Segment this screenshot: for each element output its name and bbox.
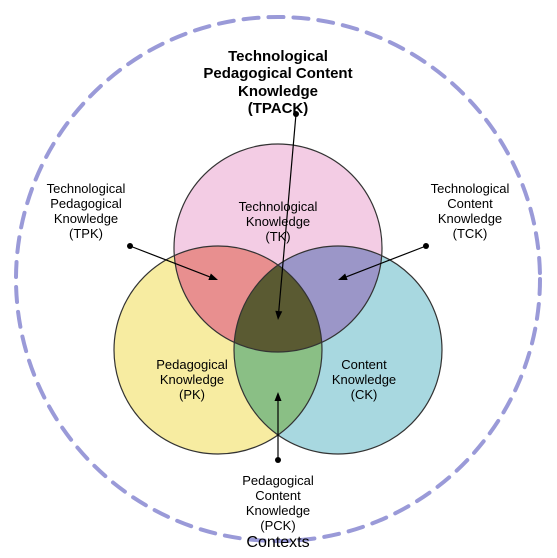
label-tck: TechnologicalContentKnowledge(TCK) [370,182,557,242]
label-pck: PedagogicalContentKnowledge(PCK) [178,474,378,534]
tpack-title: TechnologicalPedagogical ContentKnowledg… [178,48,378,117]
label-pk: PedagogicalKnowledge(PK) [92,358,292,403]
label-contexts: Contexts [178,534,378,552]
label-ck: ContentKnowledge(CK) [264,358,464,403]
label-tpk: TechnologicalPedagogicalKnowledge(TPK) [0,182,186,242]
diagram-container: TechnologicalPedagogical ContentKnowledg… [0,0,557,558]
label-tk: TechnologicalKnowledge(TK) [178,200,378,245]
